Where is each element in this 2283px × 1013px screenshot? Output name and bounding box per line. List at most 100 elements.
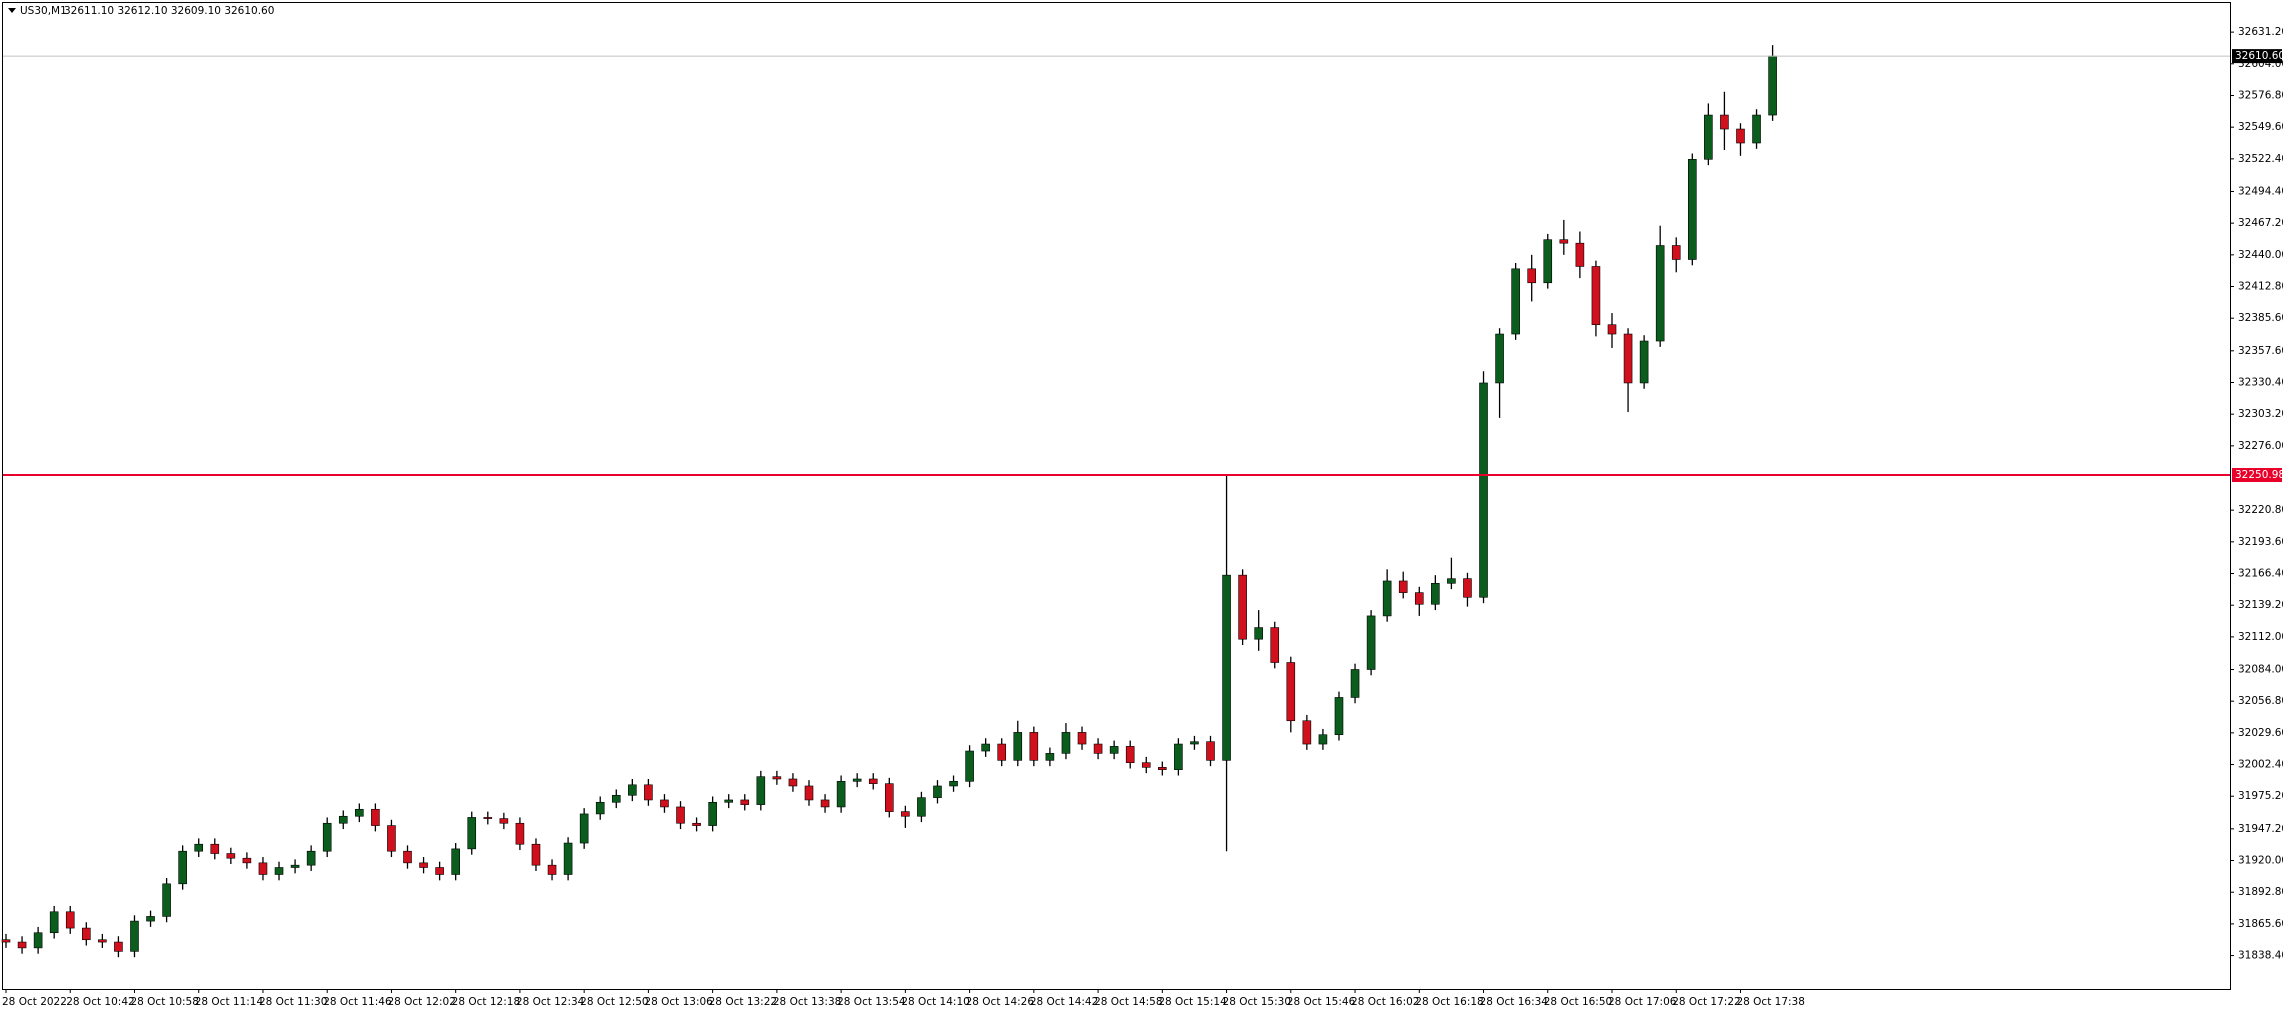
candle-body [1447, 578, 1456, 584]
candle-body [435, 867, 444, 875]
candle-body [226, 853, 236, 859]
quote: 32611.10 32612.10 32609.10 32610.60 [64, 5, 274, 17]
x-tick-label: 28 Oct 15:30 [1223, 996, 1291, 1008]
candle-body [788, 778, 798, 787]
y-tick-label: 31865.60 [2238, 918, 2283, 930]
x-tick-label: 28 Oct 14:42 [1030, 996, 1098, 1008]
candle-body [419, 862, 428, 868]
candle-body [1, 939, 11, 943]
candle-body [1655, 245, 1665, 342]
y-tick-label: 32084.00 [2238, 663, 2283, 675]
candle-body [660, 799, 669, 808]
candle-body [724, 799, 734, 803]
candle-body [114, 941, 123, 952]
candle-body [1254, 627, 1263, 640]
candle-body [162, 883, 171, 917]
candle-body [306, 850, 316, 866]
x-tick-label: 28 Oct 17:06 [1608, 996, 1677, 1008]
x-tick-label: 28 Oct 12:50 [580, 996, 648, 1008]
candle-body [1575, 242, 1585, 267]
y-tick-label: 32330.40 [2238, 376, 2283, 388]
x-tick-label: 28 Oct 10:58 [130, 996, 198, 1008]
candle-body [676, 806, 685, 824]
y-tick-label: 31920.00 [2238, 855, 2283, 867]
candle-body [178, 850, 187, 885]
candle-body [467, 817, 477, 850]
candle-body [1318, 734, 1328, 745]
candle-body [98, 939, 107, 943]
x-tick-label: 28 Oct 15:46 [1287, 996, 1356, 1008]
candle-body [1623, 333, 1633, 384]
y-tick-label: 32029.60 [2238, 727, 2283, 739]
candle-body [1350, 669, 1360, 698]
candle-body [1527, 268, 1536, 284]
candle-body [1013, 732, 1023, 761]
x-tick-label: 28 Oct 13:38 [773, 996, 841, 1008]
candle-body [1093, 743, 1103, 754]
y-tick-label: 32440.00 [2238, 249, 2283, 261]
candle-body [387, 825, 396, 852]
candle-body [1174, 743, 1183, 770]
candle-body [611, 794, 621, 803]
candle-body [740, 799, 750, 805]
candle-body [1190, 741, 1199, 745]
candle-body [1077, 732, 1087, 745]
candle-body [1495, 333, 1504, 384]
x-tick-label: 28 Oct 14:26 [966, 996, 1035, 1008]
candle-body [1463, 578, 1472, 598]
price-line-label: 32610.60 [2235, 50, 2283, 62]
y-tick-label: 32412.80 [2238, 281, 2283, 293]
candle-body [338, 815, 348, 824]
y-tick-label: 32385.60 [2238, 312, 2283, 324]
candle-body [515, 822, 525, 845]
candle-body [451, 848, 460, 875]
candle-body [274, 867, 284, 875]
candle-body [692, 822, 701, 826]
candle-body [820, 799, 830, 808]
candle-body [965, 750, 974, 782]
candle-body [901, 811, 910, 817]
candle-body [483, 817, 493, 819]
y-tick-label: 32631.20 [2238, 26, 2283, 38]
candle-body [1479, 382, 1488, 598]
candle-body [355, 808, 364, 817]
candle-body [1398, 580, 1408, 593]
candle-body [772, 776, 782, 780]
candle-body [852, 778, 862, 782]
candle-body [579, 813, 589, 844]
candle-body [1720, 114, 1729, 130]
candle-body [1045, 753, 1055, 761]
candle-body [1125, 746, 1135, 763]
candle-body [1768, 55, 1777, 116]
x-tick-label: 28 Oct 16:50 [1544, 996, 1612, 1008]
price-line-label-bg [2232, 49, 2282, 64]
candle-body [194, 843, 204, 852]
candle-body [1206, 741, 1215, 761]
y-tick-label: 32576.80 [2238, 89, 2283, 101]
y-tick-label: 32494.40 [2238, 185, 2283, 197]
y-tick-label: 32166.40 [2238, 568, 2283, 580]
candle-body [1639, 340, 1649, 384]
candle-body [65, 911, 75, 929]
candle-body [1029, 732, 1039, 761]
candle-body [1222, 574, 1231, 761]
candle-body [1511, 268, 1520, 335]
candle-body [290, 864, 300, 868]
x-tick-label: 28 Oct 16:34 [1480, 996, 1549, 1008]
y-tick-label: 32139.20 [2238, 599, 2283, 611]
candle-body [563, 842, 573, 875]
y-tick-label: 32549.60 [2238, 121, 2283, 133]
dropdown-icon[interactable] [8, 8, 16, 13]
candle-body [242, 857, 252, 864]
x-tick-label: 28 Oct 13:22 [709, 996, 777, 1008]
y-tick-label: 32303.20 [2238, 408, 2283, 420]
candle-body [322, 822, 332, 852]
candle-body [1688, 159, 1697, 260]
candle-body [1671, 245, 1681, 260]
candle-body [708, 801, 717, 826]
x-tick-label: 28 Oct 14:10 [901, 996, 969, 1008]
y-tick-label: 31892.80 [2238, 886, 2283, 898]
candle-body [1366, 615, 1376, 670]
candle-body [499, 818, 509, 824]
